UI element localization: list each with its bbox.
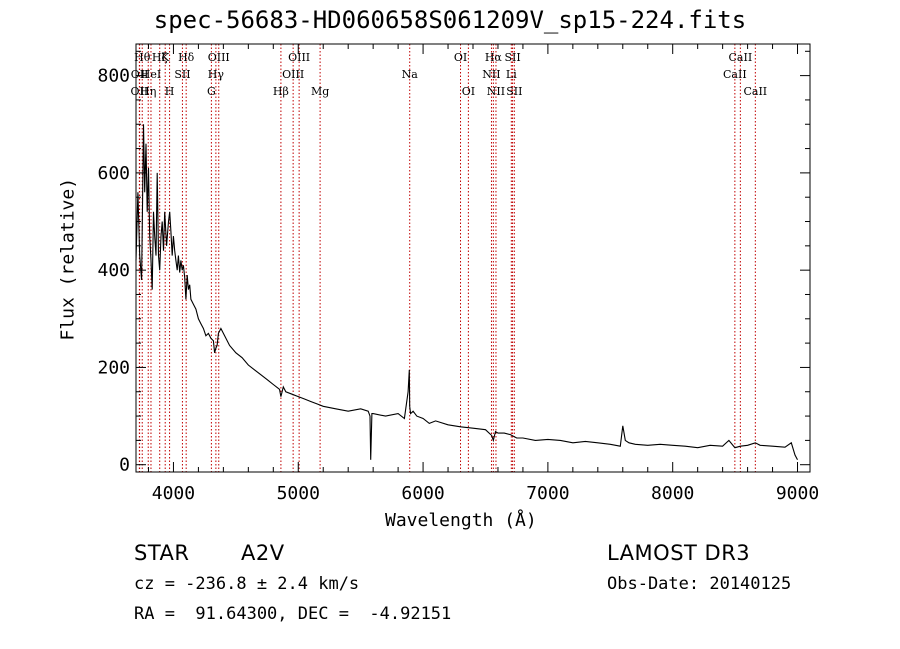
line-label: Na <box>402 68 419 81</box>
line-label: Hθ <box>134 51 151 64</box>
y-tick-label: 0 <box>119 455 130 476</box>
line-label: Hβ <box>273 85 289 98</box>
line-label: Hα <box>485 51 503 64</box>
line-label: CaII <box>743 85 767 98</box>
line-label: OI <box>462 85 475 98</box>
emission-line-markers <box>138 44 756 472</box>
x-tick-label: 9000 <box>776 483 819 504</box>
line-label: Li <box>506 68 517 81</box>
line-label: NII <box>487 85 505 98</box>
line-label: HeI <box>141 68 161 81</box>
line-label: SII <box>504 51 520 64</box>
line-label: Hη <box>140 85 156 98</box>
tick-labels: 4000 5000 6000 7000 8000 9000 0 200 400 600 800 <box>97 66 819 504</box>
line-labels: OII OII Hθ Hη HeI HζK H SII Hδ G Hγ OIII Hβ OIII OIII M… <box>131 51 768 98</box>
line-label: CaII <box>729 51 753 64</box>
line-label: OIII <box>282 68 304 81</box>
line-label: OI <box>454 51 467 64</box>
line-label: Hγ <box>208 68 225 81</box>
x-tick-label: 5000 <box>277 483 320 504</box>
spectrum-line <box>135 124 798 461</box>
plot-axes <box>135 43 811 473</box>
coordinates: RA = 91.64300, DEC = -4.92151 <box>134 604 452 624</box>
line-label: K <box>161 51 170 64</box>
line-label: Hζ <box>152 51 168 64</box>
y-tick-label: 600 <box>97 163 130 184</box>
survey-name: LAMOST DR3 <box>607 541 751 565</box>
y-tick-label: 800 <box>97 66 130 87</box>
object-class: STAR <box>134 541 190 565</box>
line-label: OII <box>131 85 149 98</box>
line-label: SII <box>174 68 190 81</box>
observation-date: Obs-Date: 20140125 <box>607 574 792 594</box>
line-label: Mg <box>311 85 329 98</box>
line-label: OIII <box>288 51 310 64</box>
line-label: CaII <box>723 68 747 81</box>
x-tick-label: 6000 <box>401 483 444 504</box>
object-subclass: A2V <box>241 541 285 565</box>
x-tick-label: 8000 <box>651 483 694 504</box>
line-label: OIII <box>208 51 230 64</box>
y-tick-label: 200 <box>97 357 130 378</box>
line-label: OII <box>131 68 149 81</box>
chart-title: spec-56683-HD060658S061209V_sp15-224.fit… <box>153 6 747 34</box>
plot-frame <box>135 43 811 473</box>
y-tick-label: 400 <box>97 260 130 281</box>
x-axis-label: Wavelength (Å) <box>385 510 537 531</box>
x-tick-label: 4000 <box>152 483 195 504</box>
line-label: NII <box>482 68 500 81</box>
y-axis-label: Flux (relative) <box>57 177 79 341</box>
line-label: Hδ <box>178 51 195 64</box>
line-label: SII <box>506 85 522 98</box>
line-label: H <box>165 85 175 98</box>
line-label: G <box>207 85 216 98</box>
redshift-velocity: cz = -236.8 ± 2.4 km/s <box>134 574 360 594</box>
x-tick-label: 7000 <box>526 483 569 504</box>
